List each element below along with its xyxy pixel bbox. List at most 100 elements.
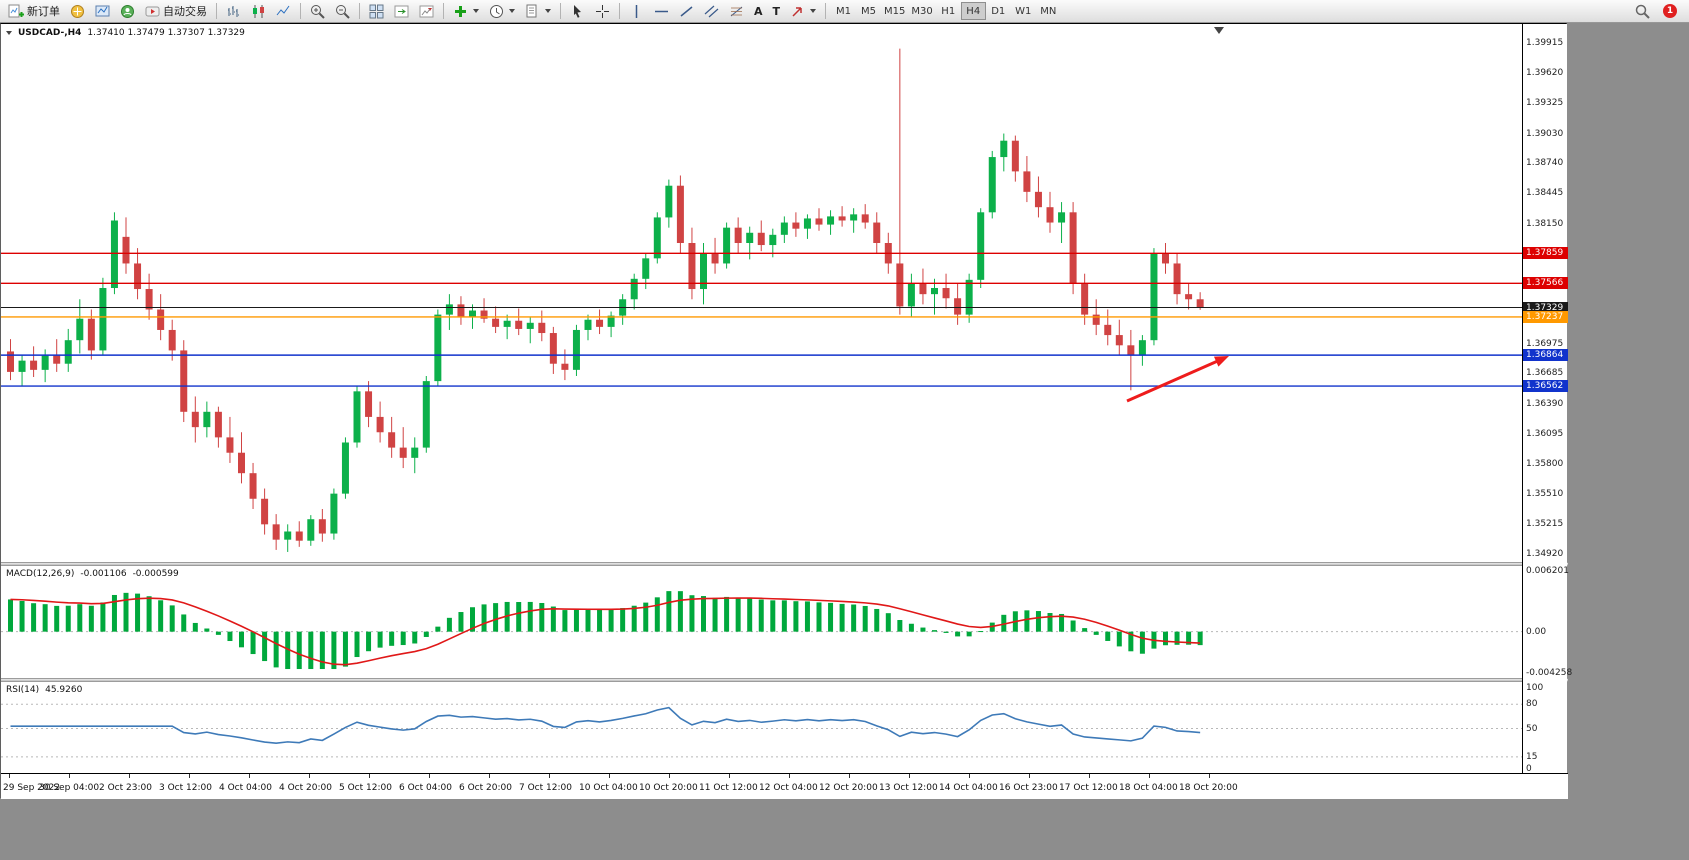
charts-button[interactable] xyxy=(91,1,114,21)
macd-indicator-pane[interactable] xyxy=(1,566,1522,678)
candle-down xyxy=(1185,294,1193,300)
candle-down xyxy=(134,263,142,290)
notification-badge[interactable]: 1 xyxy=(1663,4,1677,18)
macd-histogram-bar xyxy=(458,612,464,632)
chart-shift-button[interactable] xyxy=(415,1,438,21)
candle-down xyxy=(1081,283,1089,315)
timeframe-h4-button[interactable]: H4 xyxy=(960,2,986,20)
timeframe-d1-button[interactable]: D1 xyxy=(986,2,1011,20)
time-tick-mark xyxy=(729,774,730,778)
zoom-in-button[interactable] xyxy=(306,1,329,21)
candle-down xyxy=(919,283,927,295)
axis-tick-label: 15 xyxy=(1526,751,1538,762)
axis-tick-label: 1.34920 xyxy=(1526,549,1564,559)
price-axis[interactable]: 1.39915 1.39620 1.39325 1.39030 1.38740 1.384… xyxy=(1522,24,1572,774)
candlestick-type-button[interactable] xyxy=(247,1,270,21)
candle-up xyxy=(850,214,858,221)
timeframe-m30-button[interactable]: M30 xyxy=(908,2,935,20)
time-tick-label: 6 Oct 04:00 xyxy=(399,783,452,793)
candle-up xyxy=(526,322,534,329)
price-level-chip: 1.36864 xyxy=(1523,349,1568,362)
macd-histogram-bar xyxy=(620,608,626,632)
timeframe-m15-button[interactable]: M15 xyxy=(881,2,908,20)
new-order-button[interactable]: 新订单 xyxy=(4,1,64,21)
macd-histogram-bar xyxy=(631,605,637,632)
macd-histogram-bar xyxy=(816,602,822,632)
timeframe-mn-button[interactable]: MN xyxy=(1036,2,1061,20)
axis-tick-label: 0.006201 xyxy=(1526,566,1569,576)
channel-tool-button[interactable] xyxy=(700,1,723,21)
axis-tick-label: 1.35800 xyxy=(1526,458,1564,469)
macd-histogram-bar xyxy=(1197,631,1203,646)
toolbar-separator xyxy=(443,3,444,19)
candle-down xyxy=(954,298,962,315)
tile-windows-button[interactable] xyxy=(365,1,388,21)
candle-up xyxy=(469,310,476,317)
time-tick-label: 18 Oct 04:00 xyxy=(1119,783,1178,793)
periods-button[interactable] xyxy=(485,1,519,21)
macd-histogram-bar xyxy=(169,605,175,632)
timeframe-m5-button[interactable]: M5 xyxy=(856,2,881,20)
zoom-out-button[interactable] xyxy=(331,1,354,21)
axis-tick-label: 0.00 xyxy=(1526,626,1547,637)
text-tool-button[interactable]: A xyxy=(750,1,767,21)
rsi-indicator-pane[interactable] xyxy=(1,682,1522,773)
time-tick-mark xyxy=(609,774,610,778)
chart-shift-marker[interactable] xyxy=(1214,27,1224,34)
candlestick-type-icon xyxy=(253,4,264,18)
toolbar-separator xyxy=(216,3,217,19)
axis-tick-label: 100 xyxy=(1526,683,1544,693)
auto-scroll-button[interactable] xyxy=(390,1,413,21)
time-tick-label: 18 Oct 20:00 xyxy=(1179,783,1238,793)
timeframe-h1-button[interactable]: H1 xyxy=(936,2,961,20)
candle-up xyxy=(1000,140,1008,158)
search-button[interactable] xyxy=(1631,1,1654,21)
price-chart-pane[interactable] xyxy=(1,24,1522,562)
pane-separator[interactable] xyxy=(1,562,1568,566)
community-button[interactable] xyxy=(116,1,139,21)
time-tick-mark xyxy=(69,774,70,778)
macd-histogram-bar xyxy=(504,601,510,632)
candle-down xyxy=(838,216,846,221)
axis-tick-label: 1.35510 xyxy=(1526,488,1564,499)
annotation-arrow-head[interactable] xyxy=(1213,356,1229,367)
trendline-tool-button[interactable] xyxy=(675,1,698,21)
time-axis[interactable]: 29 Sep 2022 30 Sep 04:00 2 Oct 23:00 3 Oct … xyxy=(1,773,1568,799)
time-tick-label: 5 Oct 12:00 xyxy=(339,783,392,793)
candle-up xyxy=(422,381,430,448)
candle-down xyxy=(792,222,800,229)
compass-button[interactable] xyxy=(66,1,89,21)
arrows-tool-button[interactable] xyxy=(786,1,820,21)
axis-tick-label: 0 xyxy=(1526,764,1532,774)
candle-down xyxy=(249,473,257,499)
candle-up xyxy=(341,442,349,494)
auto-trading-button[interactable]: 自动交易 xyxy=(141,1,211,21)
timeframe-m1-button[interactable]: M1 xyxy=(831,2,856,20)
chart-window[interactable]: USDCAD-,H4 1.37410 1.37479 1.37307 1.373… xyxy=(0,23,1572,799)
indicators-button[interactable] xyxy=(449,1,483,21)
vertical-line-tool-button[interactable] xyxy=(625,1,648,21)
label-tool-button[interactable]: T xyxy=(769,1,785,21)
annotation-arrow-line[interactable] xyxy=(1126,357,1223,403)
crosshair-button[interactable] xyxy=(591,1,614,21)
auto-trading-icon xyxy=(145,6,160,16)
rsi-value: 45.9260 xyxy=(45,685,83,695)
macd-histogram-bar xyxy=(943,631,949,633)
line-chart-type-icon xyxy=(276,5,290,15)
timeframe-w1-button[interactable]: W1 xyxy=(1011,2,1036,20)
symbol-dropdown-icon[interactable] xyxy=(6,31,12,35)
fibonacci-tool-button[interactable] xyxy=(725,1,748,21)
candle-down xyxy=(538,322,546,334)
templates-button[interactable] xyxy=(521,1,555,21)
horizontal-line-tool-button[interactable] xyxy=(650,1,673,21)
main-toolbar: 新订单 自动交易 xyxy=(0,0,1689,23)
cursor-button[interactable] xyxy=(566,1,589,21)
macd-histogram-bar xyxy=(1047,613,1053,632)
time-tick-mark xyxy=(189,774,190,778)
label-tool-label: T xyxy=(772,4,781,18)
bar-chart-type-button[interactable] xyxy=(222,1,245,21)
pane-separator[interactable] xyxy=(1,678,1568,682)
macd-histogram-bar xyxy=(689,595,695,632)
rsi-label-row: RSI(14) 45.9260 xyxy=(6,685,82,695)
line-chart-type-button[interactable] xyxy=(272,1,295,21)
